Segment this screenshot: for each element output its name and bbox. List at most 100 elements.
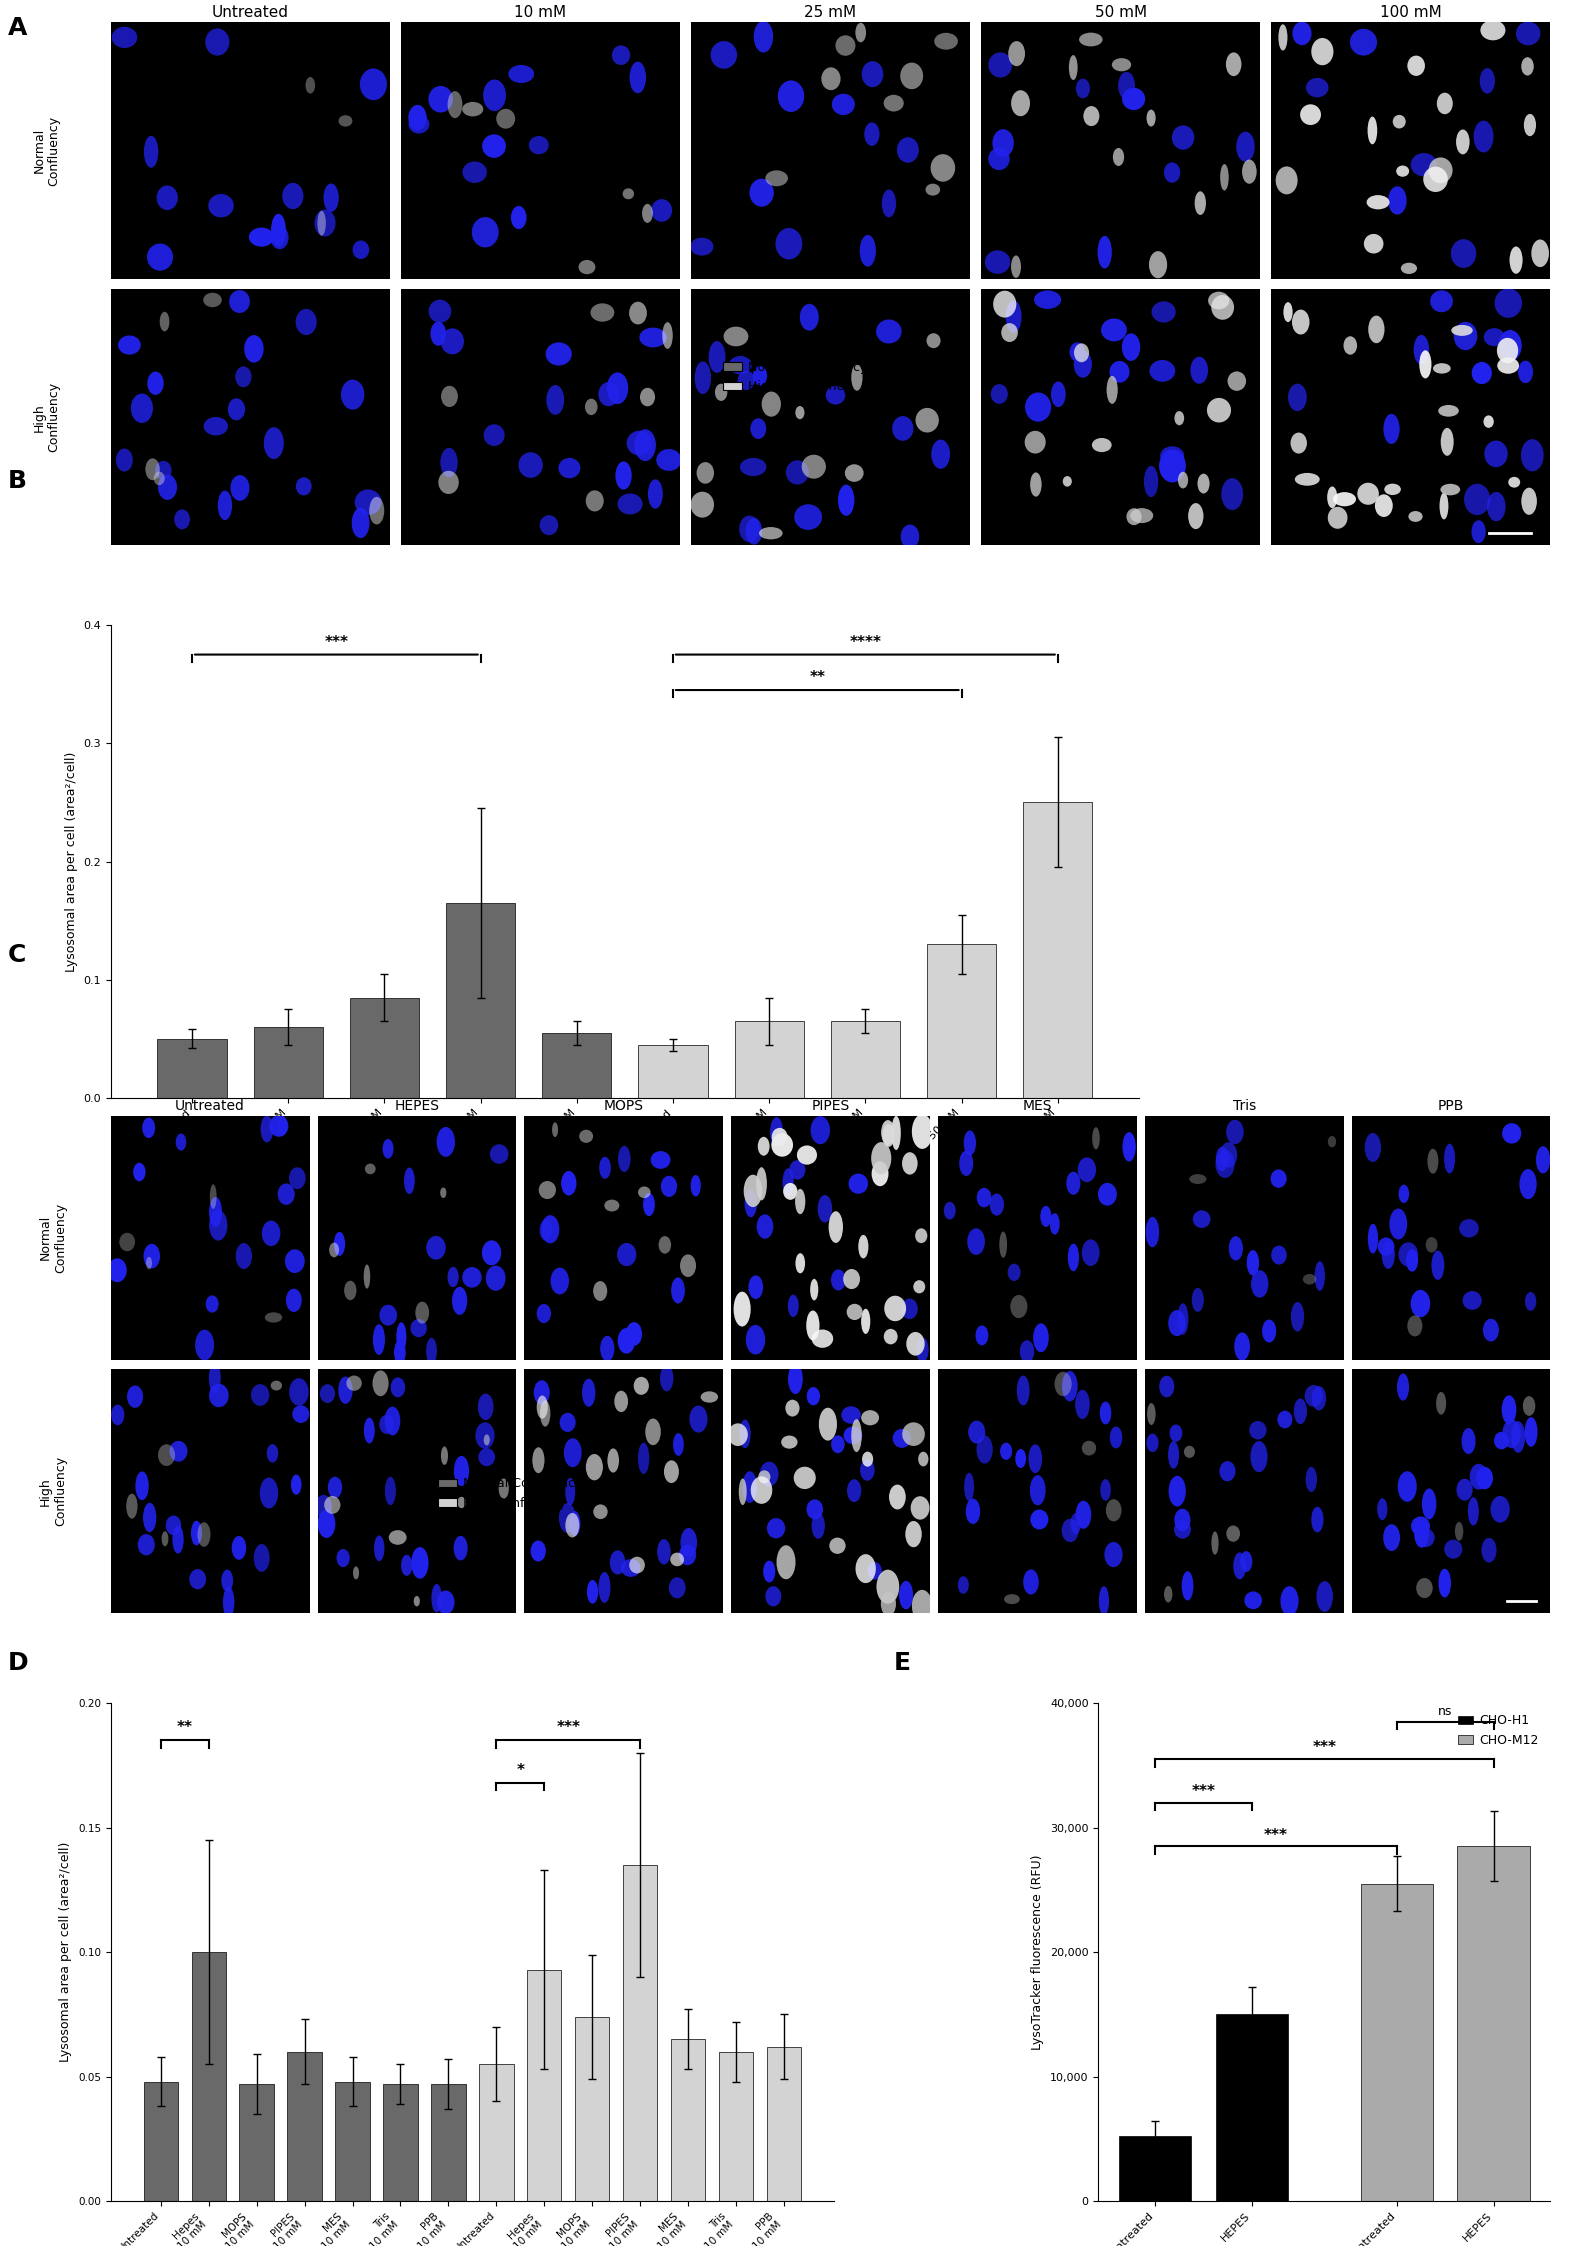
Ellipse shape: [1236, 133, 1255, 162]
Ellipse shape: [965, 1498, 981, 1525]
Ellipse shape: [807, 1309, 819, 1341]
Ellipse shape: [766, 1586, 782, 1606]
Ellipse shape: [701, 1390, 718, 1404]
Bar: [335, 2082, 370, 2201]
Ellipse shape: [745, 519, 763, 546]
Ellipse shape: [968, 1419, 986, 1444]
Ellipse shape: [1349, 29, 1376, 56]
Ellipse shape: [593, 1505, 607, 1518]
Ellipse shape: [345, 1280, 356, 1300]
Ellipse shape: [826, 386, 845, 404]
Ellipse shape: [669, 1577, 685, 1599]
Ellipse shape: [1334, 492, 1356, 505]
Ellipse shape: [729, 355, 751, 375]
Ellipse shape: [565, 1478, 576, 1505]
Ellipse shape: [861, 1460, 875, 1480]
Ellipse shape: [1011, 90, 1030, 117]
Ellipse shape: [320, 1384, 335, 1404]
Ellipse shape: [508, 65, 535, 83]
Ellipse shape: [753, 20, 774, 52]
Text: C: C: [8, 943, 27, 968]
Ellipse shape: [519, 451, 543, 478]
Ellipse shape: [539, 514, 558, 535]
Ellipse shape: [1444, 1143, 1455, 1172]
Ellipse shape: [1406, 1249, 1417, 1271]
Ellipse shape: [1438, 404, 1459, 418]
Text: A: A: [8, 16, 27, 40]
Ellipse shape: [1476, 1467, 1493, 1489]
Ellipse shape: [607, 373, 628, 404]
Title: Tris: Tris: [1232, 1098, 1256, 1114]
Ellipse shape: [1035, 290, 1062, 310]
Ellipse shape: [1277, 1410, 1292, 1428]
Ellipse shape: [296, 310, 316, 335]
Ellipse shape: [454, 1455, 470, 1487]
Ellipse shape: [1147, 1433, 1158, 1453]
Ellipse shape: [607, 1449, 619, 1473]
Ellipse shape: [1074, 350, 1092, 377]
Ellipse shape: [1278, 25, 1288, 49]
Bar: [718, 2051, 753, 2201]
Ellipse shape: [1145, 1217, 1160, 1247]
Ellipse shape: [794, 1467, 816, 1489]
Ellipse shape: [642, 1193, 655, 1215]
Ellipse shape: [1069, 341, 1085, 362]
Ellipse shape: [680, 1527, 698, 1556]
Ellipse shape: [812, 1514, 824, 1539]
Ellipse shape: [373, 1536, 384, 1561]
Bar: [288, 2051, 321, 2201]
Ellipse shape: [1025, 431, 1046, 454]
Ellipse shape: [1397, 1375, 1410, 1402]
Ellipse shape: [158, 474, 177, 501]
Ellipse shape: [728, 1424, 748, 1446]
Ellipse shape: [1490, 1496, 1509, 1523]
Bar: [432, 2084, 465, 2201]
Ellipse shape: [1212, 294, 1234, 319]
Ellipse shape: [1017, 1375, 1030, 1406]
Ellipse shape: [1383, 1525, 1400, 1552]
Ellipse shape: [963, 1130, 976, 1154]
Ellipse shape: [291, 1473, 302, 1496]
Ellipse shape: [1419, 350, 1432, 377]
Ellipse shape: [1283, 303, 1292, 321]
Ellipse shape: [1220, 164, 1229, 191]
Ellipse shape: [585, 1453, 603, 1480]
Ellipse shape: [1169, 1476, 1186, 1507]
Ellipse shape: [579, 261, 595, 274]
Ellipse shape: [252, 1384, 269, 1406]
Ellipse shape: [1234, 1552, 1247, 1579]
Ellipse shape: [282, 182, 304, 209]
Ellipse shape: [758, 1471, 770, 1482]
Text: **: **: [177, 1720, 193, 1736]
Ellipse shape: [679, 1545, 696, 1565]
Title: MOPS: MOPS: [604, 1098, 644, 1114]
Ellipse shape: [1367, 117, 1378, 144]
Ellipse shape: [1118, 72, 1134, 99]
Ellipse shape: [1519, 1168, 1536, 1199]
Ellipse shape: [1228, 371, 1247, 391]
Ellipse shape: [1291, 433, 1307, 454]
Bar: [446, 903, 516, 1098]
Ellipse shape: [1025, 393, 1050, 422]
Ellipse shape: [723, 326, 748, 346]
Ellipse shape: [750, 180, 774, 207]
Ellipse shape: [615, 460, 631, 490]
Ellipse shape: [913, 1280, 925, 1294]
Ellipse shape: [900, 526, 919, 548]
Ellipse shape: [831, 1269, 846, 1291]
Ellipse shape: [881, 1592, 895, 1617]
Ellipse shape: [532, 1446, 544, 1473]
Ellipse shape: [373, 1325, 384, 1354]
Ellipse shape: [1440, 483, 1460, 496]
Ellipse shape: [832, 94, 854, 115]
Ellipse shape: [127, 1494, 138, 1518]
Ellipse shape: [739, 1419, 750, 1449]
Bar: [671, 2039, 706, 2201]
Ellipse shape: [1387, 186, 1406, 216]
Ellipse shape: [372, 1370, 389, 1397]
Ellipse shape: [739, 1478, 747, 1505]
Ellipse shape: [617, 1242, 636, 1267]
Ellipse shape: [1432, 1251, 1444, 1280]
Ellipse shape: [883, 1123, 895, 1148]
Ellipse shape: [475, 1422, 495, 1449]
